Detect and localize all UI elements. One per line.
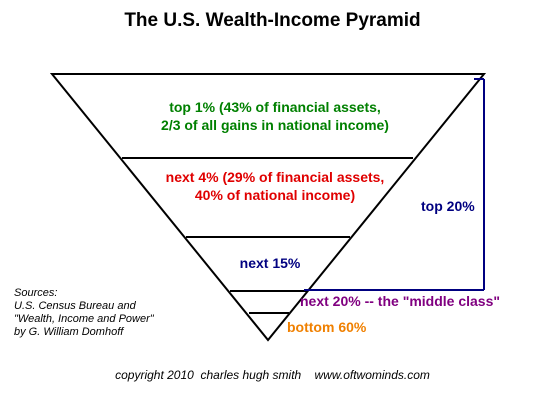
inverted-pyramid bbox=[49, 73, 487, 342]
copyright-notice: copyright 2010 charles hugh smith www.of… bbox=[115, 368, 430, 382]
sources-line-3: by G. William Domhoff bbox=[14, 326, 124, 338]
tier-next-15-percent-label: next 15% bbox=[239, 255, 301, 271]
tier-middle-class-label: next 20% -- the "middle class" bbox=[300, 293, 501, 309]
sources-block: Sources: U.S. Census Bureau and "Wealth,… bbox=[14, 287, 154, 339]
tier-bottom-60-percent-label: bottom 60% bbox=[287, 319, 367, 335]
tier-next-4-line-1: next 4% (29% of financial assets, bbox=[165, 169, 385, 185]
top-20-bracket bbox=[304, 78, 485, 291]
tier-next-4-line-2: 40% of national income) bbox=[194, 187, 356, 203]
sources-line-1: U.S. Census Bureau and bbox=[14, 300, 136, 312]
tier-top-1-percent-label: top 1% (43% of financial assets, 2/3 of … bbox=[110, 98, 440, 134]
top-20-percent-label: top 20% bbox=[421, 198, 475, 214]
diagram-title: The U.S. Wealth-Income Pyramid bbox=[124, 10, 421, 31]
sources-heading: Sources: bbox=[14, 287, 58, 299]
tier-top-1-line-2: 2/3 of all gains in national income) bbox=[161, 117, 389, 133]
tier-next-4-percent-label: next 4% (29% of financial assets, 40% of… bbox=[110, 168, 440, 204]
tier-top-1-line-1: top 1% (43% of financial assets, bbox=[169, 99, 381, 115]
sources-line-2: "Wealth, Income and Power" bbox=[14, 313, 154, 325]
